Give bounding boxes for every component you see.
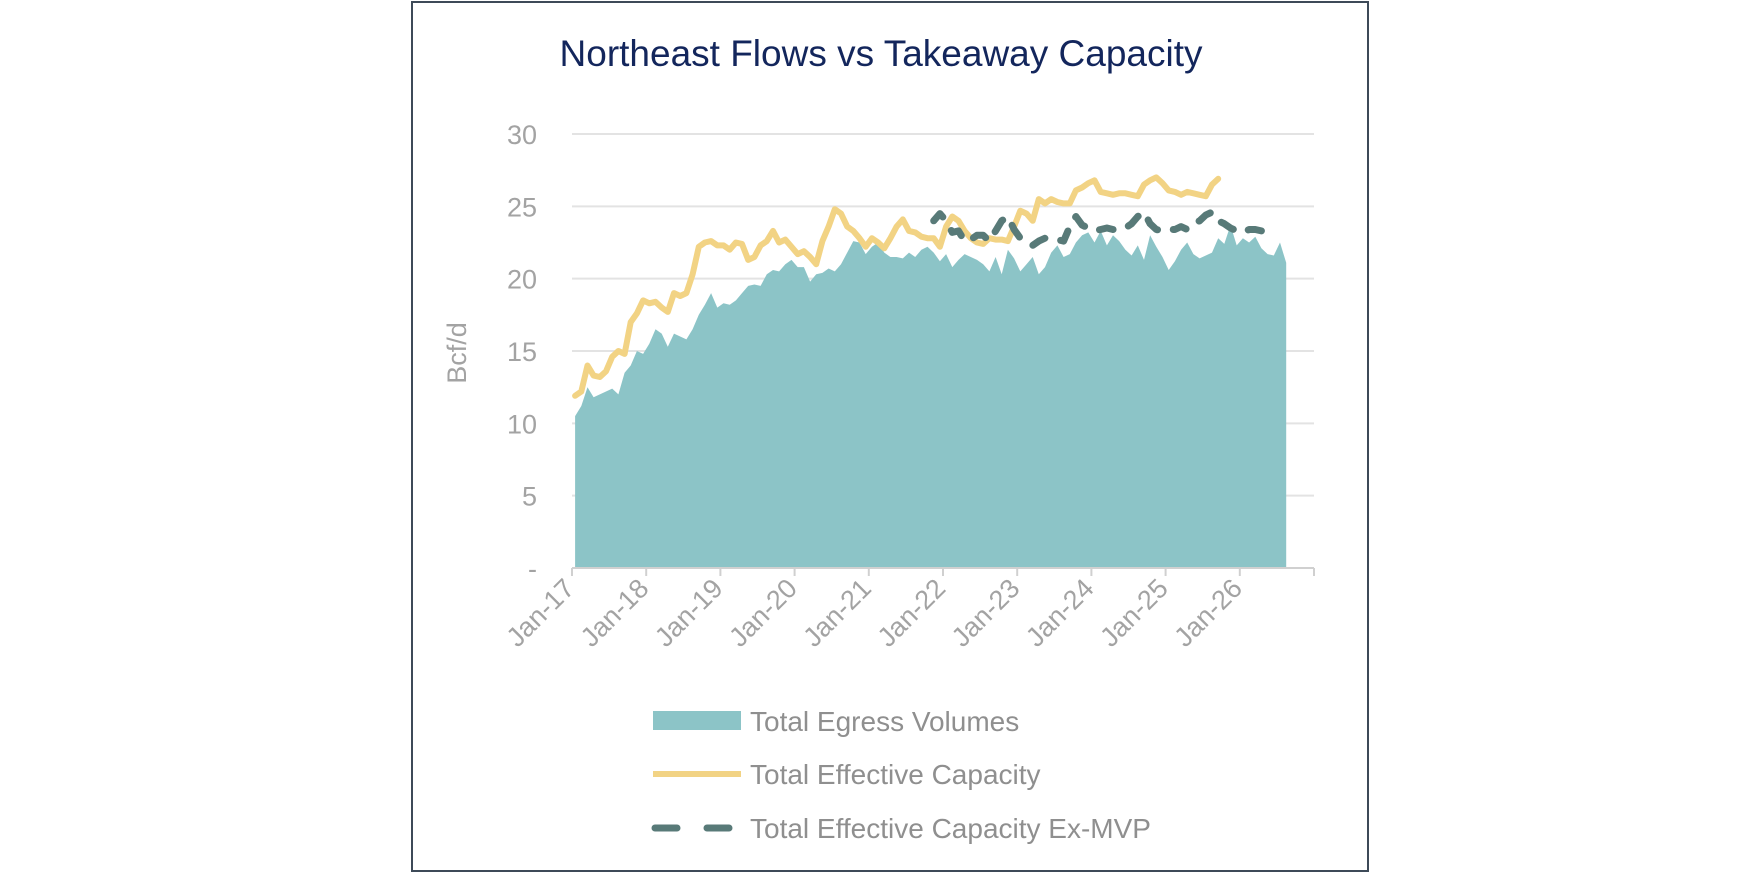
y-tick-label: -	[528, 554, 537, 584]
y-tick-label: 25	[507, 192, 537, 222]
x-tick-labels: Jan-17Jan-18Jan-19Jan-20Jan-21Jan-22Jan-…	[501, 573, 1248, 653]
x-tick-label: Jan-22	[872, 573, 952, 653]
y-tick-label: 30	[507, 120, 537, 150]
series-capacity-ex-mvp-line	[930, 208, 1265, 249]
chart-title: Northeast Flows vs Takeaway Capacity	[560, 33, 1203, 74]
legend-swatch-area	[653, 711, 741, 730]
series-egress-volumes-area	[575, 225, 1287, 568]
y-tick-label: 20	[507, 265, 537, 295]
x-tick-label: Jan-20	[723, 573, 803, 653]
x-tick-label: Jan-25	[1094, 573, 1174, 653]
y-tick-label: 15	[507, 337, 537, 367]
x-tick-label: Jan-26	[1168, 573, 1248, 653]
x-tick-label: Jan-17	[501, 573, 581, 653]
legend-label: Total Effective Capacity Ex-MVP	[750, 813, 1151, 844]
chart-svg: Northeast Flows vs Takeaway Capacity Bcf…	[442, 33, 1315, 844]
chart-frame: Northeast Flows vs Takeaway Capacity Bcf…	[411, 1, 1369, 872]
legend-label: Total Effective Capacity	[750, 759, 1041, 790]
series-effective-capacity-line	[572, 174, 1222, 399]
egress-area-layer	[575, 225, 1287, 568]
x-tick-label: Jan-23	[946, 573, 1026, 653]
x-tick-label: Jan-24	[1020, 573, 1100, 653]
y-tick-label: 5	[522, 482, 537, 512]
y-tick-labels: - 5 10 15 20 25 30	[507, 120, 537, 584]
capacity-line-layer	[572, 174, 1265, 399]
legend: Total Egress Volumes Total Effective Capa…	[651, 706, 1151, 844]
legend-label: Total Egress Volumes	[750, 706, 1019, 737]
x-tick-label: Jan-19	[649, 573, 729, 653]
x-axis	[571, 567, 1315, 576]
x-tick-label: Jan-18	[575, 573, 655, 653]
y-axis-title: Bcf/d	[442, 322, 472, 384]
x-tick-label: Jan-21	[797, 573, 877, 653]
y-tick-label: 10	[507, 409, 537, 439]
